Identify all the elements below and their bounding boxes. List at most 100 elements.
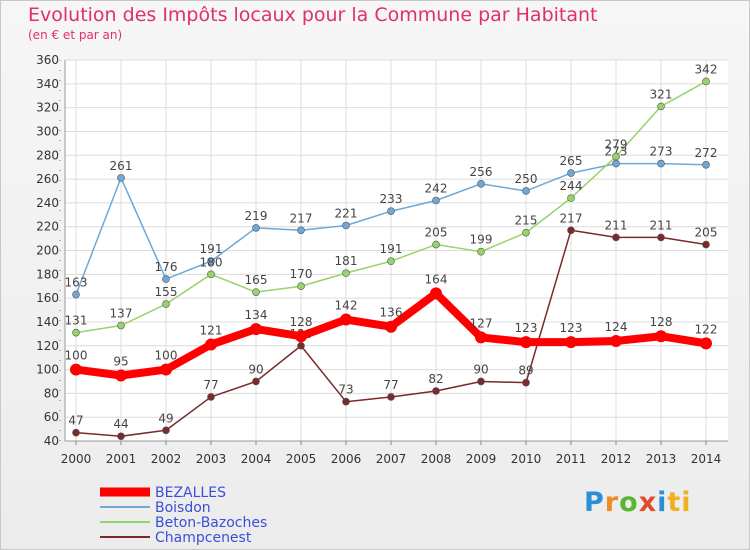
x-tick-label: 2005 xyxy=(286,452,317,466)
data-label-boisdon: 273 xyxy=(605,145,628,159)
data-label-boisdon: 191 xyxy=(200,242,223,256)
data-label-beton-bazoches: 342 xyxy=(695,62,718,76)
chart-subtitle: (en € et par an) xyxy=(28,28,123,42)
data-label-beton-bazoches: 205 xyxy=(425,226,448,240)
data-label-champcenest: 49 xyxy=(158,411,173,425)
data-label-champcenest: 217 xyxy=(560,211,583,225)
y-tick-label: 240 xyxy=(36,196,59,210)
data-point-boisdon xyxy=(342,221,350,230)
data-label-champcenest: 47 xyxy=(68,414,83,428)
data-label-bezalles: 122 xyxy=(695,322,718,336)
data-point-champcenest xyxy=(72,428,80,437)
data-label-boisdon: 272 xyxy=(695,146,718,160)
data-label-champcenest: 205 xyxy=(695,226,718,240)
data-point-boisdon xyxy=(612,159,620,168)
data-point-boisdon xyxy=(297,226,305,235)
data-point-boisdon xyxy=(72,290,80,299)
data-label-boisdon: 163 xyxy=(65,276,88,290)
data-label-boisdon: 176 xyxy=(155,260,178,274)
data-label-bezalles: 128 xyxy=(290,315,313,329)
y-tick-label: 160 xyxy=(36,291,59,305)
data-point-boisdon xyxy=(117,174,125,182)
data-label-bezalles: 123 xyxy=(560,321,583,335)
data-point-bezalles xyxy=(115,369,127,382)
x-tick-label: 2013 xyxy=(646,452,677,466)
data-label-beton-bazoches: 279 xyxy=(605,137,628,151)
data-point-beton-bazoches xyxy=(702,77,710,86)
data-point-beton-bazoches xyxy=(522,228,530,237)
x-tick-label: 2001 xyxy=(106,452,137,466)
y-tick-label: 40 xyxy=(44,434,59,448)
data-label-boisdon: 250 xyxy=(515,172,538,186)
data-point-beton-bazoches xyxy=(117,321,125,330)
data-label-bezalles: 128 xyxy=(650,315,673,329)
data-point-beton-bazoches xyxy=(477,247,485,256)
legend-label-boisdon: Boisdon xyxy=(155,500,211,516)
data-point-beton-bazoches xyxy=(252,288,260,296)
y-tick-label: 300 xyxy=(36,124,59,138)
data-label-champcenest: 211 xyxy=(650,218,673,232)
data-point-bezalles xyxy=(385,320,397,333)
data-point-champcenest xyxy=(612,233,620,242)
data-point-beton-bazoches xyxy=(387,257,395,266)
data-point-boisdon xyxy=(252,224,260,232)
x-tick-label: 2000 xyxy=(61,452,92,466)
data-label-champcenest: 44 xyxy=(113,417,128,431)
data-label-bezalles: 124 xyxy=(605,320,628,334)
data-point-beton-bazoches xyxy=(297,282,305,291)
y-tick-label: 320 xyxy=(36,101,59,115)
data-point-champcenest xyxy=(207,393,215,401)
legend-label-beton-bazoches: Beton-Bazoches xyxy=(155,515,267,531)
x-tick-label: 2014 xyxy=(691,452,722,466)
data-point-bezalles xyxy=(340,313,352,326)
data-point-beton-bazoches xyxy=(342,269,350,277)
y-tick-label: 60 xyxy=(44,410,59,424)
data-label-beton-bazoches: 131 xyxy=(65,314,88,328)
data-point-champcenest xyxy=(387,393,395,401)
data-label-beton-bazoches: 244 xyxy=(560,179,583,193)
data-point-boisdon xyxy=(657,159,665,168)
y-tick-label: 360 xyxy=(36,53,59,67)
data-label-bezalles: 123 xyxy=(515,321,538,335)
data-label-boisdon: 219 xyxy=(245,209,268,223)
data-point-boisdon xyxy=(432,196,440,205)
data-point-champcenest xyxy=(567,226,575,235)
data-label-boisdon: 217 xyxy=(290,211,313,225)
chart-title: Evolution des Impôts locaux pour la Comm… xyxy=(28,4,598,26)
data-label-champcenest: 89 xyxy=(518,364,533,378)
data-point-boisdon xyxy=(522,187,530,195)
data-point-bezalles xyxy=(250,323,262,336)
data-point-boisdon xyxy=(477,180,485,188)
data-point-bezalles xyxy=(565,336,577,349)
data-label-boisdon: 273 xyxy=(650,145,673,159)
data-point-bezalles xyxy=(70,363,82,376)
data-point-champcenest xyxy=(117,432,125,441)
y-tick-label: 340 xyxy=(36,77,59,91)
y-tick-label: 260 xyxy=(36,172,59,186)
y-tick-label: 220 xyxy=(36,220,59,234)
x-tick-label: 2012 xyxy=(601,452,632,466)
data-point-beton-bazoches xyxy=(612,152,620,161)
y-tick-label: 180 xyxy=(36,267,59,281)
data-label-bezalles: 127 xyxy=(470,316,493,330)
y-tick-label: 120 xyxy=(36,339,59,353)
data-label-beton-bazoches: 191 xyxy=(380,242,403,256)
data-label-champcenest: 211 xyxy=(605,218,628,232)
data-label-beton-bazoches: 180 xyxy=(200,255,223,269)
data-point-bezalles xyxy=(430,287,442,300)
data-label-beton-bazoches: 170 xyxy=(290,267,313,281)
data-point-boisdon xyxy=(207,257,215,266)
data-point-bezalles xyxy=(205,338,217,351)
data-label-champcenest: 90 xyxy=(248,362,263,376)
data-point-beton-bazoches xyxy=(567,194,575,202)
data-label-champcenest: 77 xyxy=(203,378,218,392)
data-point-champcenest xyxy=(162,426,170,435)
x-tick-label: 2003 xyxy=(196,452,227,466)
data-point-champcenest xyxy=(432,387,440,395)
data-label-bezalles: 95 xyxy=(113,355,128,369)
data-point-boisdon xyxy=(387,207,395,216)
data-point-bezalles xyxy=(700,337,712,350)
data-point-beton-bazoches xyxy=(207,270,215,279)
y-tick-label: 140 xyxy=(36,315,59,329)
